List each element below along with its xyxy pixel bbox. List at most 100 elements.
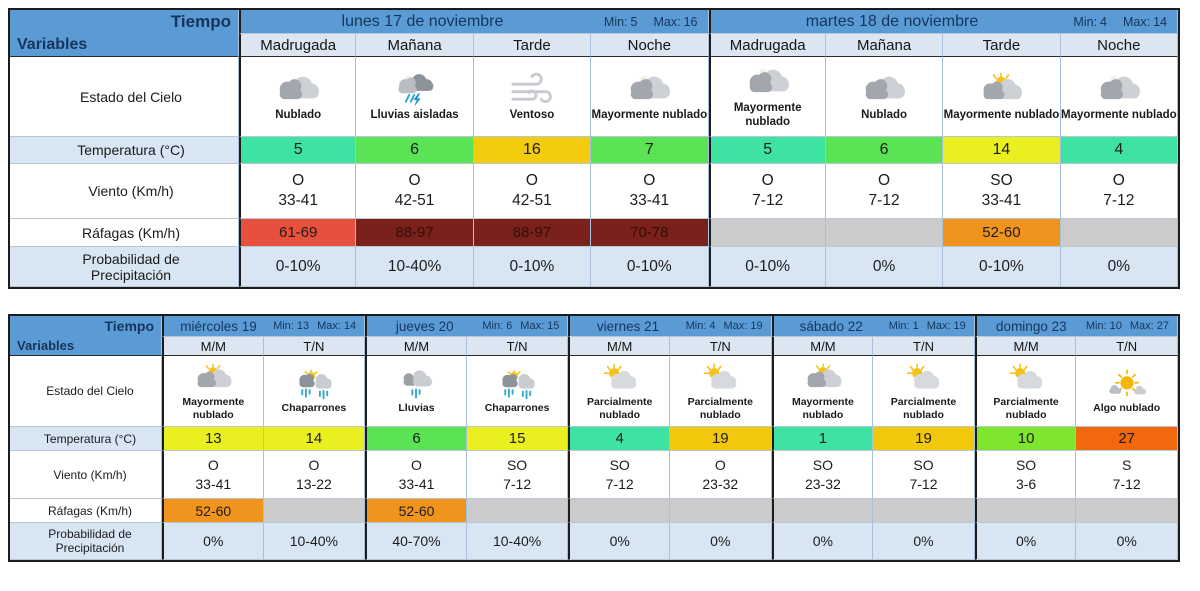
sky-label: Chaparrones (281, 402, 347, 415)
sky-cell: Mayormente nublado (708, 57, 826, 137)
temperature-cell: 1 (771, 427, 874, 451)
max-label: Max: (317, 320, 341, 332)
precipitation-cell: 0% (771, 523, 874, 560)
wind-speed-range: 23-32 (702, 475, 739, 492)
gust-cell: 61-69 (239, 219, 357, 247)
temperature-cell: 15 (466, 427, 569, 451)
sky-label: Ventoso (509, 109, 555, 122)
sky-cell: Lluvias aisladas (356, 57, 474, 137)
wind-direction: O (207, 457, 219, 474)
day-max: Max: 14 (317, 320, 356, 332)
wind-speed-range: 33-41 (278, 192, 319, 209)
mostly-cloudy-icon (624, 72, 674, 108)
sky-cell: Mayormente nublado (591, 57, 709, 137)
day-name: lunes 17 de noviembre (341, 12, 504, 30)
min-value: 5 (630, 14, 638, 29)
wind-cell: SO 7-12 (568, 451, 670, 499)
day-min: Min: 6 (482, 320, 512, 332)
mostly-cloudy-sun-icon (976, 72, 1026, 108)
precipitation-cell: 0-10% (473, 247, 592, 287)
temperature-cell: 14 (263, 427, 366, 451)
wind-cell: O 42-51 (473, 164, 592, 219)
sky-cell: Parcialmente nublado (669, 356, 772, 427)
windy-icon (507, 72, 557, 108)
day-name: martes 18 de noviembre (805, 12, 979, 30)
period-header: M/M (568, 337, 670, 356)
period-header: Tarde (943, 34, 1061, 57)
gust-cell (466, 499, 569, 523)
row-label-wind: Viento (Km/h) (10, 451, 162, 499)
sky-cell: Parcialmente nublado (568, 356, 670, 427)
wind-direction: S (1122, 457, 1132, 474)
forecast-table-week1: Tiempo Variables lunes 17 de noviembre Min:… (8, 8, 1180, 289)
corner-cell: Tiempo Variables (10, 10, 239, 57)
gust-cell: 70-78 (591, 219, 709, 247)
sky-label: Mayormente nublado (791, 395, 854, 421)
row-label-sky: Estado del Cielo (10, 57, 239, 137)
wind-speed-range: 33-41 (398, 475, 435, 492)
wind-cell: SO 3-6 (974, 451, 1077, 499)
rain-isolated-icon (390, 72, 440, 108)
temperature-cell: 6 (825, 137, 944, 164)
wind-direction: O (411, 457, 422, 474)
wind-cell: S 7-12 (1076, 451, 1178, 499)
period-header: Tarde (473, 34, 592, 57)
precipitation-cell: 0-10% (708, 247, 826, 287)
mostly-cloudy-sun-icon (801, 363, 845, 395)
day-max: Max: 14 (1123, 15, 1167, 29)
day-name: domingo 23 (996, 318, 1067, 334)
wind-cell: O 7-12 (1060, 164, 1178, 219)
period-header: M/M (365, 337, 467, 356)
wind-speed-range: 7-12 (605, 475, 634, 492)
corner-label-tiempo: Tiempo (104, 318, 154, 334)
wind-speed-range: 42-51 (512, 192, 552, 209)
max-label: Max: (723, 320, 748, 332)
gust-cell: 52-60 (943, 219, 1061, 247)
wind-speed-range: 13-22 (295, 475, 332, 492)
partly-cloudy-icon (598, 363, 642, 395)
period-header: T/N (466, 337, 569, 356)
gust-cell (669, 499, 772, 523)
min-label: Min: (603, 14, 628, 29)
wind-direction: O (525, 171, 538, 189)
precipitation-cell: 10-40% (466, 523, 569, 560)
sky-cell: Parcialmente nublado (873, 356, 975, 427)
temperature-cell: 19 (669, 427, 772, 451)
row-label-wind: Viento (Km/h) (10, 164, 239, 219)
sky-cell: Lluvias (365, 356, 467, 427)
day-max: Max: 16 (654, 15, 698, 29)
period-header: M/M (771, 337, 874, 356)
min-label: Min: (273, 320, 294, 332)
wind-direction: O (408, 171, 421, 189)
temperature-cell: 6 (356, 137, 474, 164)
min-label: Min: (1073, 14, 1098, 29)
sky-cell: Mayormente nublado (943, 57, 1061, 137)
wind-direction: O (643, 171, 656, 189)
wind-cell: SO 23-32 (771, 451, 874, 499)
sky-label: Mayormente nublado (182, 395, 245, 421)
min-value: 1 (912, 320, 919, 332)
wind-cell: SO 7-12 (873, 451, 975, 499)
sky-label: Chaparrones (484, 402, 550, 415)
temperature-cell: 4 (1060, 137, 1178, 164)
min-label: Min: (482, 320, 504, 332)
sky-cell: Nublado (239, 57, 357, 137)
wind-speed-range: 33-41 (195, 475, 232, 492)
min-value: 4 (1100, 14, 1107, 29)
day-min: Min: 5 (604, 15, 638, 29)
day-max: Max: 19 (927, 320, 966, 332)
precipitation-cell: 0% (974, 523, 1077, 560)
wind-speed-range: 7-12 (752, 192, 784, 209)
min-value: 4 (709, 320, 716, 332)
max-label: Max: (653, 14, 681, 29)
temperature-cell: 5 (239, 137, 357, 164)
wind-cell: SO 33-41 (943, 164, 1061, 219)
gust-cell: 52-60 (162, 499, 264, 523)
sky-label: Algo nublado (1093, 402, 1161, 415)
precipitation-cell: 0-10% (943, 247, 1061, 287)
day-min: Min: 10 (1086, 320, 1122, 332)
min-value: 10 (1109, 320, 1122, 332)
sky-label: Mayormente nublado (943, 109, 1060, 122)
sky-label: Parcialmente nublado (687, 395, 753, 421)
wind-direction: SO (609, 457, 630, 474)
